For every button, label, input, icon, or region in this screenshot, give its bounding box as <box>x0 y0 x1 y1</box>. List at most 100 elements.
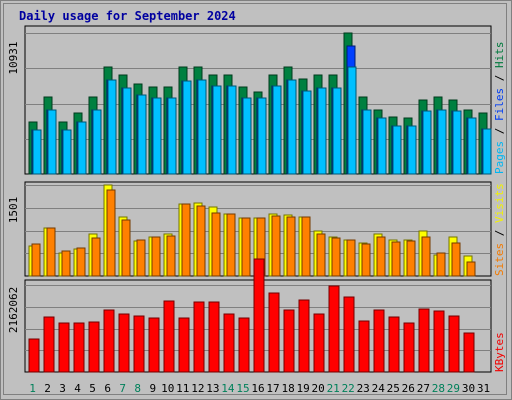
bar-kbytes <box>403 322 415 373</box>
bar-sites <box>61 250 71 277</box>
bar-kbytes <box>238 317 250 373</box>
bar-pages <box>272 85 282 175</box>
bar-kbytes <box>43 316 55 373</box>
bar-kbytes <box>148 317 160 373</box>
bar-kbytes <box>388 316 400 373</box>
bar-sites <box>106 189 116 277</box>
bar-kbytes <box>373 309 385 373</box>
y-axis-max-label: 1501 <box>7 197 20 224</box>
bar-sites <box>46 227 56 277</box>
bar-pages <box>437 109 447 175</box>
legend-item-hits: Hits <box>493 42 506 69</box>
bar-sites <box>226 213 236 277</box>
bar-pages <box>347 66 357 175</box>
x-tick-label: 25 <box>387 382 400 395</box>
bar-kbytes <box>313 313 325 373</box>
bar-sites <box>31 243 41 277</box>
x-tick-label: 10 <box>161 382 174 395</box>
x-tick-label: 4 <box>74 382 81 395</box>
x-tick-label: 24 <box>372 382 386 395</box>
bar-kbytes <box>88 321 100 373</box>
x-tick-label: 23 <box>357 382 370 395</box>
bar-pages <box>467 117 477 175</box>
legend-top: Pages / Files / Hits <box>493 42 506 175</box>
bar-sites <box>271 215 281 277</box>
bar-kbytes <box>343 296 355 373</box>
bar-kbytes <box>103 309 115 373</box>
bar-sites <box>286 216 296 277</box>
bar-sites <box>301 216 311 277</box>
bar-kbytes <box>163 300 175 373</box>
x-tick-label: 30 <box>462 382 475 395</box>
chart-title: Daily usage for September 2024 <box>19 9 236 23</box>
bar-kbytes <box>178 317 190 373</box>
bar-pages <box>182 80 192 175</box>
bar-pages <box>422 110 432 175</box>
legend-separator: / <box>493 223 506 243</box>
bar-pages <box>317 87 327 175</box>
bar-pages <box>257 97 267 175</box>
bar-sites <box>121 219 131 277</box>
x-tick-label: 8 <box>134 382 141 395</box>
legend-item-visits: Visits <box>493 183 506 223</box>
bar-pages <box>287 79 297 175</box>
x-tick-label: 19 <box>296 382 309 395</box>
bar-sites <box>331 237 341 277</box>
bar-pages <box>362 109 372 175</box>
bar-sites <box>151 236 161 277</box>
bar-pages <box>482 128 492 175</box>
bar-pages <box>332 87 342 175</box>
bar-pages <box>92 109 102 175</box>
bar-sites <box>376 236 386 277</box>
x-tick-label: 6 <box>104 382 111 395</box>
x-tick-label: 14 <box>221 382 235 395</box>
bar-kbytes <box>118 313 130 373</box>
bar-kbytes <box>28 338 40 373</box>
bar-sites <box>76 247 86 277</box>
bar-kbytes <box>283 309 295 373</box>
bar-kbytes <box>133 315 145 373</box>
bar-kbytes <box>58 322 70 373</box>
bar-pages <box>302 90 312 175</box>
bar-pages <box>227 85 237 175</box>
legend-bottom: KBytes <box>493 332 506 372</box>
panel-bottom: 2162062 KBytes <box>7 258 506 373</box>
y-axis-max-label: 2162062 <box>7 287 20 333</box>
bar-pages <box>407 125 417 175</box>
bar-sites <box>181 203 191 277</box>
bar-pages <box>152 97 162 175</box>
bar-pages <box>212 85 222 175</box>
bar-sites <box>361 243 371 277</box>
bar-kbytes <box>328 285 340 373</box>
x-tick-label: 18 <box>281 382 294 395</box>
bar-sites <box>466 261 476 277</box>
legend-middle: Sites / Visits <box>493 183 506 276</box>
bar-pages <box>167 97 177 175</box>
legend-item-files: Files <box>493 88 506 121</box>
bar-sites <box>241 217 251 277</box>
x-tick-label: 1 <box>29 382 36 395</box>
bar-kbytes <box>193 301 205 373</box>
x-tick-label: 16 <box>251 382 264 395</box>
x-tick-label: 21 <box>327 382 340 395</box>
bar-sites <box>436 252 446 277</box>
x-tick-label: 28 <box>432 382 445 395</box>
bar-sites <box>91 237 101 277</box>
x-tick-label: 26 <box>402 382 415 395</box>
bar-sites <box>196 205 206 277</box>
bar-sites <box>136 239 146 277</box>
x-tick-label: 15 <box>236 382 249 395</box>
bar-pages <box>77 121 87 175</box>
panel-top: 10931 Pages / Files / Hits <box>7 25 506 175</box>
x-tick-label: 13 <box>206 382 219 395</box>
bar-sites <box>391 241 401 277</box>
bar-pages <box>47 109 57 175</box>
x-tick-label: 7 <box>119 382 126 395</box>
bar-pages <box>452 110 462 175</box>
bar-sites <box>406 240 416 277</box>
x-tick-label: 27 <box>417 382 430 395</box>
legend-item-kbytes: KBytes <box>493 332 506 372</box>
bar-pages <box>107 79 117 175</box>
bar-pages <box>137 94 147 175</box>
bar-sites <box>316 233 326 277</box>
